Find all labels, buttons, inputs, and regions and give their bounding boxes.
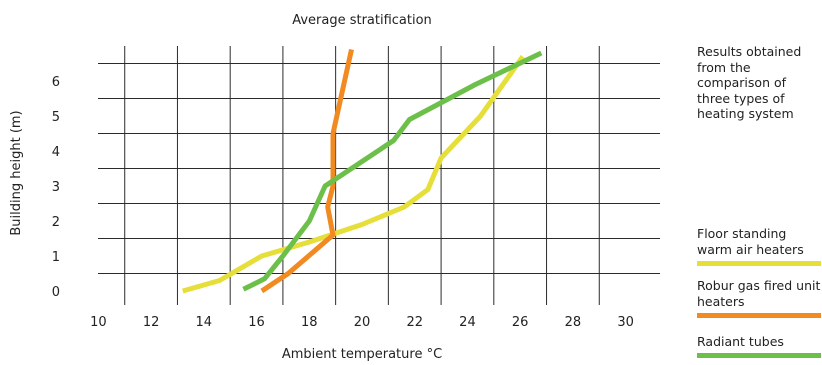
x-axis-label: Ambient temperature °C [282, 347, 442, 362]
legend-swatch-radiant-tubes [697, 353, 821, 358]
x-tick-label: 30 [617, 315, 634, 330]
x-tick-label: 22 [406, 315, 423, 330]
legend-label-radiant-tubes: Radiant tubes [697, 334, 784, 349]
y-tick-label: 0 [52, 285, 60, 300]
y-tick-label: 6 [52, 75, 60, 90]
series-line-1 [260, 48, 354, 294]
x-axis-ticks: 10 12 14 16 18 20 22 24 26 28 30 [90, 315, 634, 330]
series-lines [182, 48, 543, 294]
x-tick-label: 28 [565, 315, 582, 330]
x-tick-label: 26 [512, 315, 529, 330]
legend-swatch-robur [697, 313, 821, 318]
x-tick-label: 12 [143, 315, 160, 330]
y-tick-label: 2 [52, 215, 60, 230]
x-tick-label: 10 [90, 315, 107, 330]
y-tick-label: 3 [52, 180, 60, 195]
series-line-2 [242, 50, 543, 292]
y-tick-label: 1 [52, 250, 60, 265]
legend-label-robur: Robur gas fired unit heaters [697, 278, 821, 309]
series-line-0 [182, 55, 525, 294]
y-axis-label: Building height (m) [9, 110, 24, 235]
x-tick-label: 16 [248, 315, 265, 330]
legend-item-robur: Robur gas fired unit heaters [697, 278, 822, 318]
x-tick-label: 20 [354, 315, 371, 330]
x-tick-label: 14 [196, 315, 213, 330]
chart-title: Average stratification [292, 13, 432, 28]
legend-swatch-floor-standing [697, 261, 821, 266]
x-tick-label: 18 [301, 315, 318, 330]
legend-label-floor-standing: Floor standing warm air heaters [697, 226, 804, 257]
y-tick-label: 4 [52, 145, 60, 160]
chart-note: Results obtained from the comparison of … [697, 44, 802, 121]
legend-item-radiant-tubes: Radiant tubes [697, 334, 822, 358]
chart-grid [98, 46, 660, 305]
y-tick-label: 5 [52, 110, 60, 125]
y-axis-ticks: 0 1 2 3 4 5 6 [52, 75, 60, 300]
legend-item-floor-standing: Floor standing warm air heaters [697, 226, 822, 266]
x-tick-label: 24 [459, 315, 476, 330]
